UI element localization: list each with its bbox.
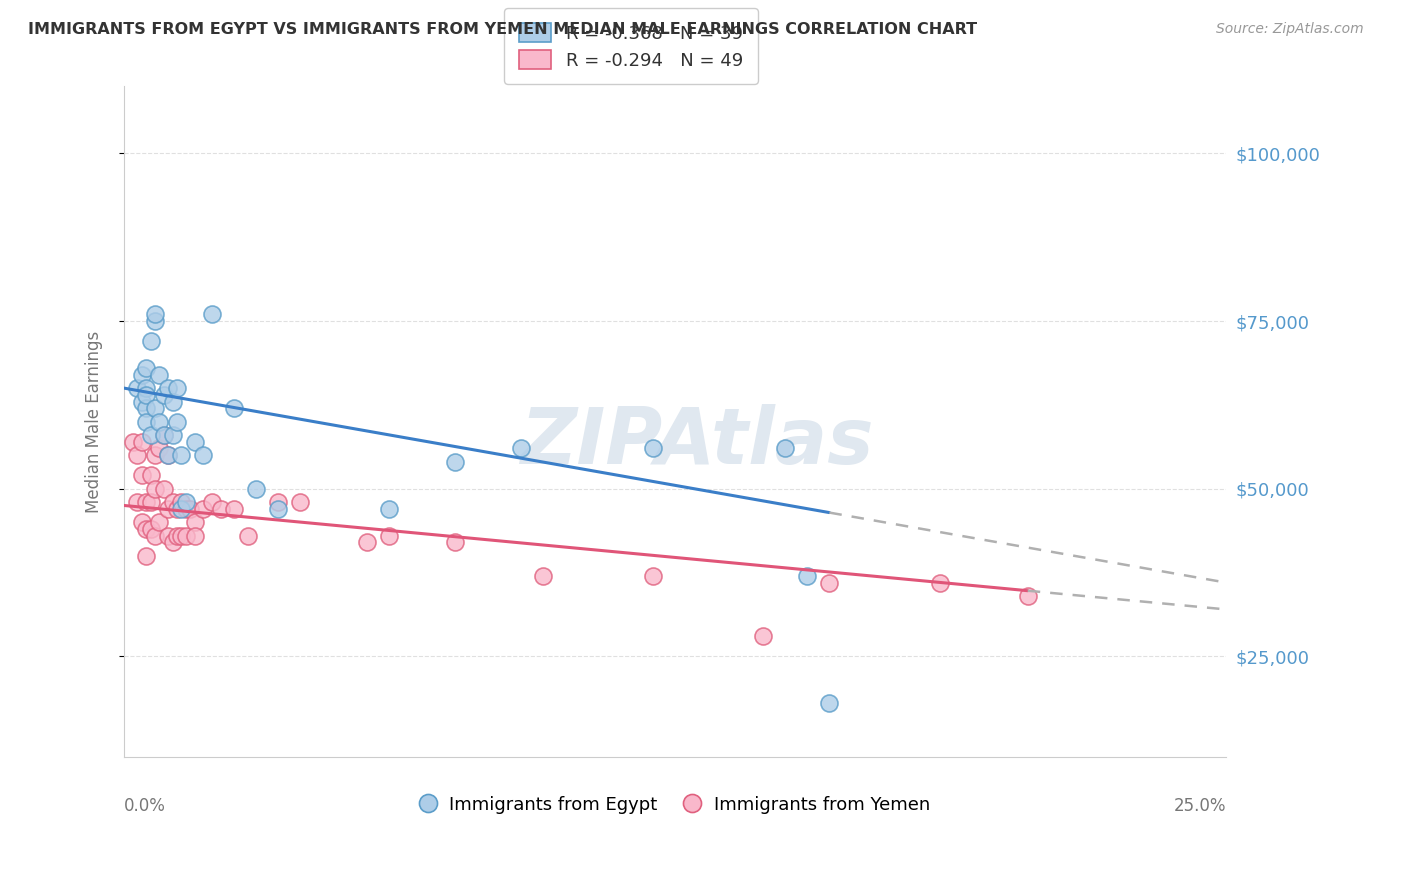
Point: [153, 388, 176, 402]
Point: [139, 468, 162, 483]
Point: [135, 381, 157, 395]
Point: [201, 495, 224, 509]
Point: [153, 482, 176, 496]
Point: [162, 495, 184, 509]
Point: [236, 529, 259, 543]
Point: [193, 448, 215, 462]
Y-axis label: Median Male Earnings: Median Male Earnings: [86, 331, 103, 513]
Text: 25.0%: 25.0%: [1174, 797, 1226, 815]
Point: [135, 522, 157, 536]
Point: [157, 381, 180, 395]
Point: [157, 448, 180, 462]
Point: [290, 495, 312, 509]
Point: [170, 448, 193, 462]
Point: [143, 401, 166, 416]
Point: [183, 529, 205, 543]
Point: [1017, 589, 1039, 603]
Point: [135, 415, 157, 429]
Point: [193, 501, 215, 516]
Text: ZIPAtlas: ZIPAtlas: [520, 404, 875, 480]
Point: [775, 442, 797, 456]
Point: [174, 495, 197, 509]
Point: [183, 515, 205, 529]
Point: [143, 307, 166, 321]
Point: [796, 569, 818, 583]
Point: [641, 569, 664, 583]
Point: [153, 428, 176, 442]
Point: [166, 415, 188, 429]
Point: [148, 515, 170, 529]
Legend: Immigrants from Egypt, Immigrants from Yemen: Immigrants from Egypt, Immigrants from Y…: [413, 788, 936, 822]
Point: [166, 529, 188, 543]
Point: [179, 501, 201, 516]
Point: [139, 428, 162, 442]
Point: [157, 501, 180, 516]
Point: [356, 535, 378, 549]
Point: [148, 368, 170, 382]
Point: [174, 501, 197, 516]
Point: [267, 501, 290, 516]
Point: [157, 448, 180, 462]
Point: [641, 442, 664, 456]
Point: [224, 401, 246, 416]
Point: [139, 522, 162, 536]
Point: [531, 569, 554, 583]
Point: [139, 334, 162, 348]
Point: [139, 495, 162, 509]
Point: [127, 495, 149, 509]
Point: [443, 455, 465, 469]
Point: [122, 434, 145, 449]
Point: [131, 515, 153, 529]
Point: [162, 394, 184, 409]
Point: [135, 549, 157, 563]
Point: [752, 629, 775, 643]
Point: [201, 307, 224, 321]
Point: [143, 314, 166, 328]
Point: [153, 428, 176, 442]
Point: [170, 495, 193, 509]
Point: [127, 381, 149, 395]
Point: [131, 394, 153, 409]
Point: [377, 501, 399, 516]
Point: [209, 501, 232, 516]
Point: [127, 448, 149, 462]
Point: [377, 529, 399, 543]
Point: [170, 501, 193, 516]
Point: [131, 434, 153, 449]
Point: [135, 388, 157, 402]
Point: [143, 529, 166, 543]
Point: [928, 575, 950, 590]
Point: [148, 442, 170, 456]
Point: [135, 495, 157, 509]
Point: [131, 368, 153, 382]
Point: [162, 428, 184, 442]
Point: [157, 529, 180, 543]
Point: [818, 696, 841, 710]
Point: [162, 535, 184, 549]
Point: [143, 448, 166, 462]
Point: [224, 501, 246, 516]
Point: [509, 442, 531, 456]
Point: [143, 482, 166, 496]
Point: [166, 381, 188, 395]
Text: Source: ZipAtlas.com: Source: ZipAtlas.com: [1216, 22, 1364, 37]
Text: IMMIGRANTS FROM EGYPT VS IMMIGRANTS FROM YEMEN MEDIAN MALE EARNINGS CORRELATION : IMMIGRANTS FROM EGYPT VS IMMIGRANTS FROM…: [28, 22, 977, 37]
Point: [131, 468, 153, 483]
Point: [170, 529, 193, 543]
Point: [245, 482, 267, 496]
Point: [148, 415, 170, 429]
Point: [135, 401, 157, 416]
Point: [166, 501, 188, 516]
Point: [135, 361, 157, 376]
Point: [183, 434, 205, 449]
Text: 0.0%: 0.0%: [124, 797, 166, 815]
Point: [818, 575, 841, 590]
Point: [174, 529, 197, 543]
Point: [267, 495, 290, 509]
Point: [443, 535, 465, 549]
